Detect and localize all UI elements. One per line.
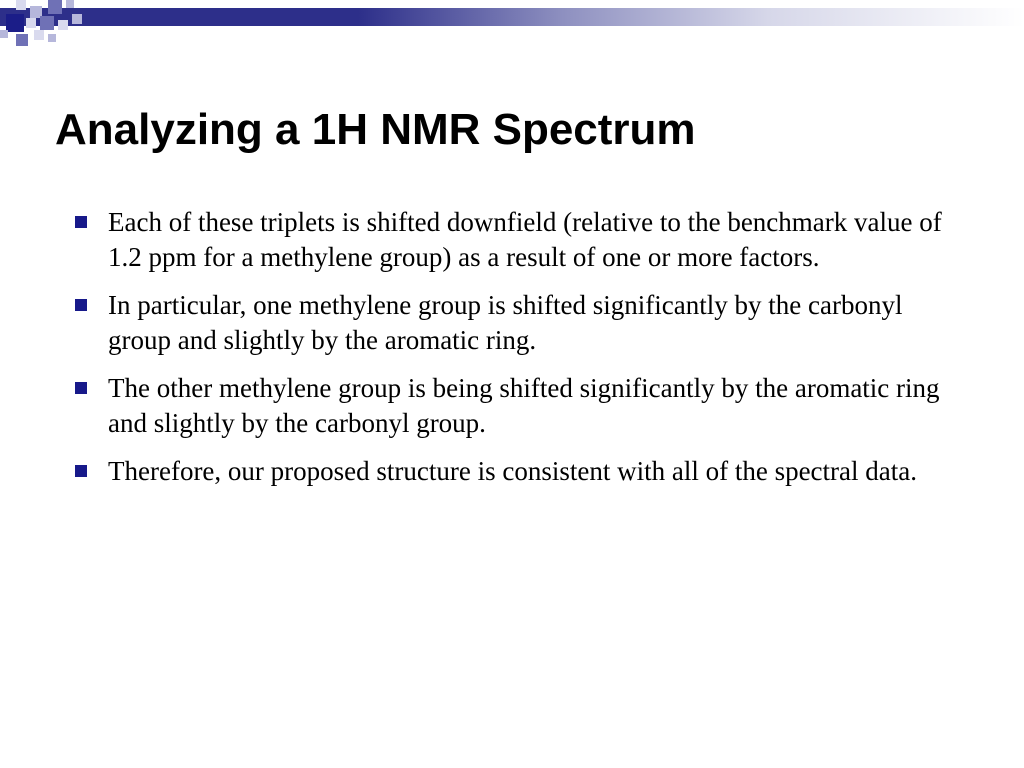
bullet-item: The other methylene group is being shift…: [75, 371, 965, 440]
slide-root: Analyzing a 1H NMR Spectrum Each of thes…: [0, 0, 1024, 768]
bullet-item: In particular, one methylene group is sh…: [75, 288, 965, 357]
bullet-list: Each of these triplets is shifted downfi…: [75, 205, 965, 489]
bullet-item: Each of these triplets is shifted downfi…: [75, 205, 965, 274]
corner-mosaic-icon: [0, 0, 90, 50]
slide-title: Analyzing a 1H NMR Spectrum: [55, 105, 696, 155]
bullet-item: Therefore, our proposed structure is con…: [75, 454, 965, 489]
accent-gradient-bar: [0, 8, 1024, 26]
slide-body: Each of these triplets is shifted downfi…: [75, 205, 965, 503]
